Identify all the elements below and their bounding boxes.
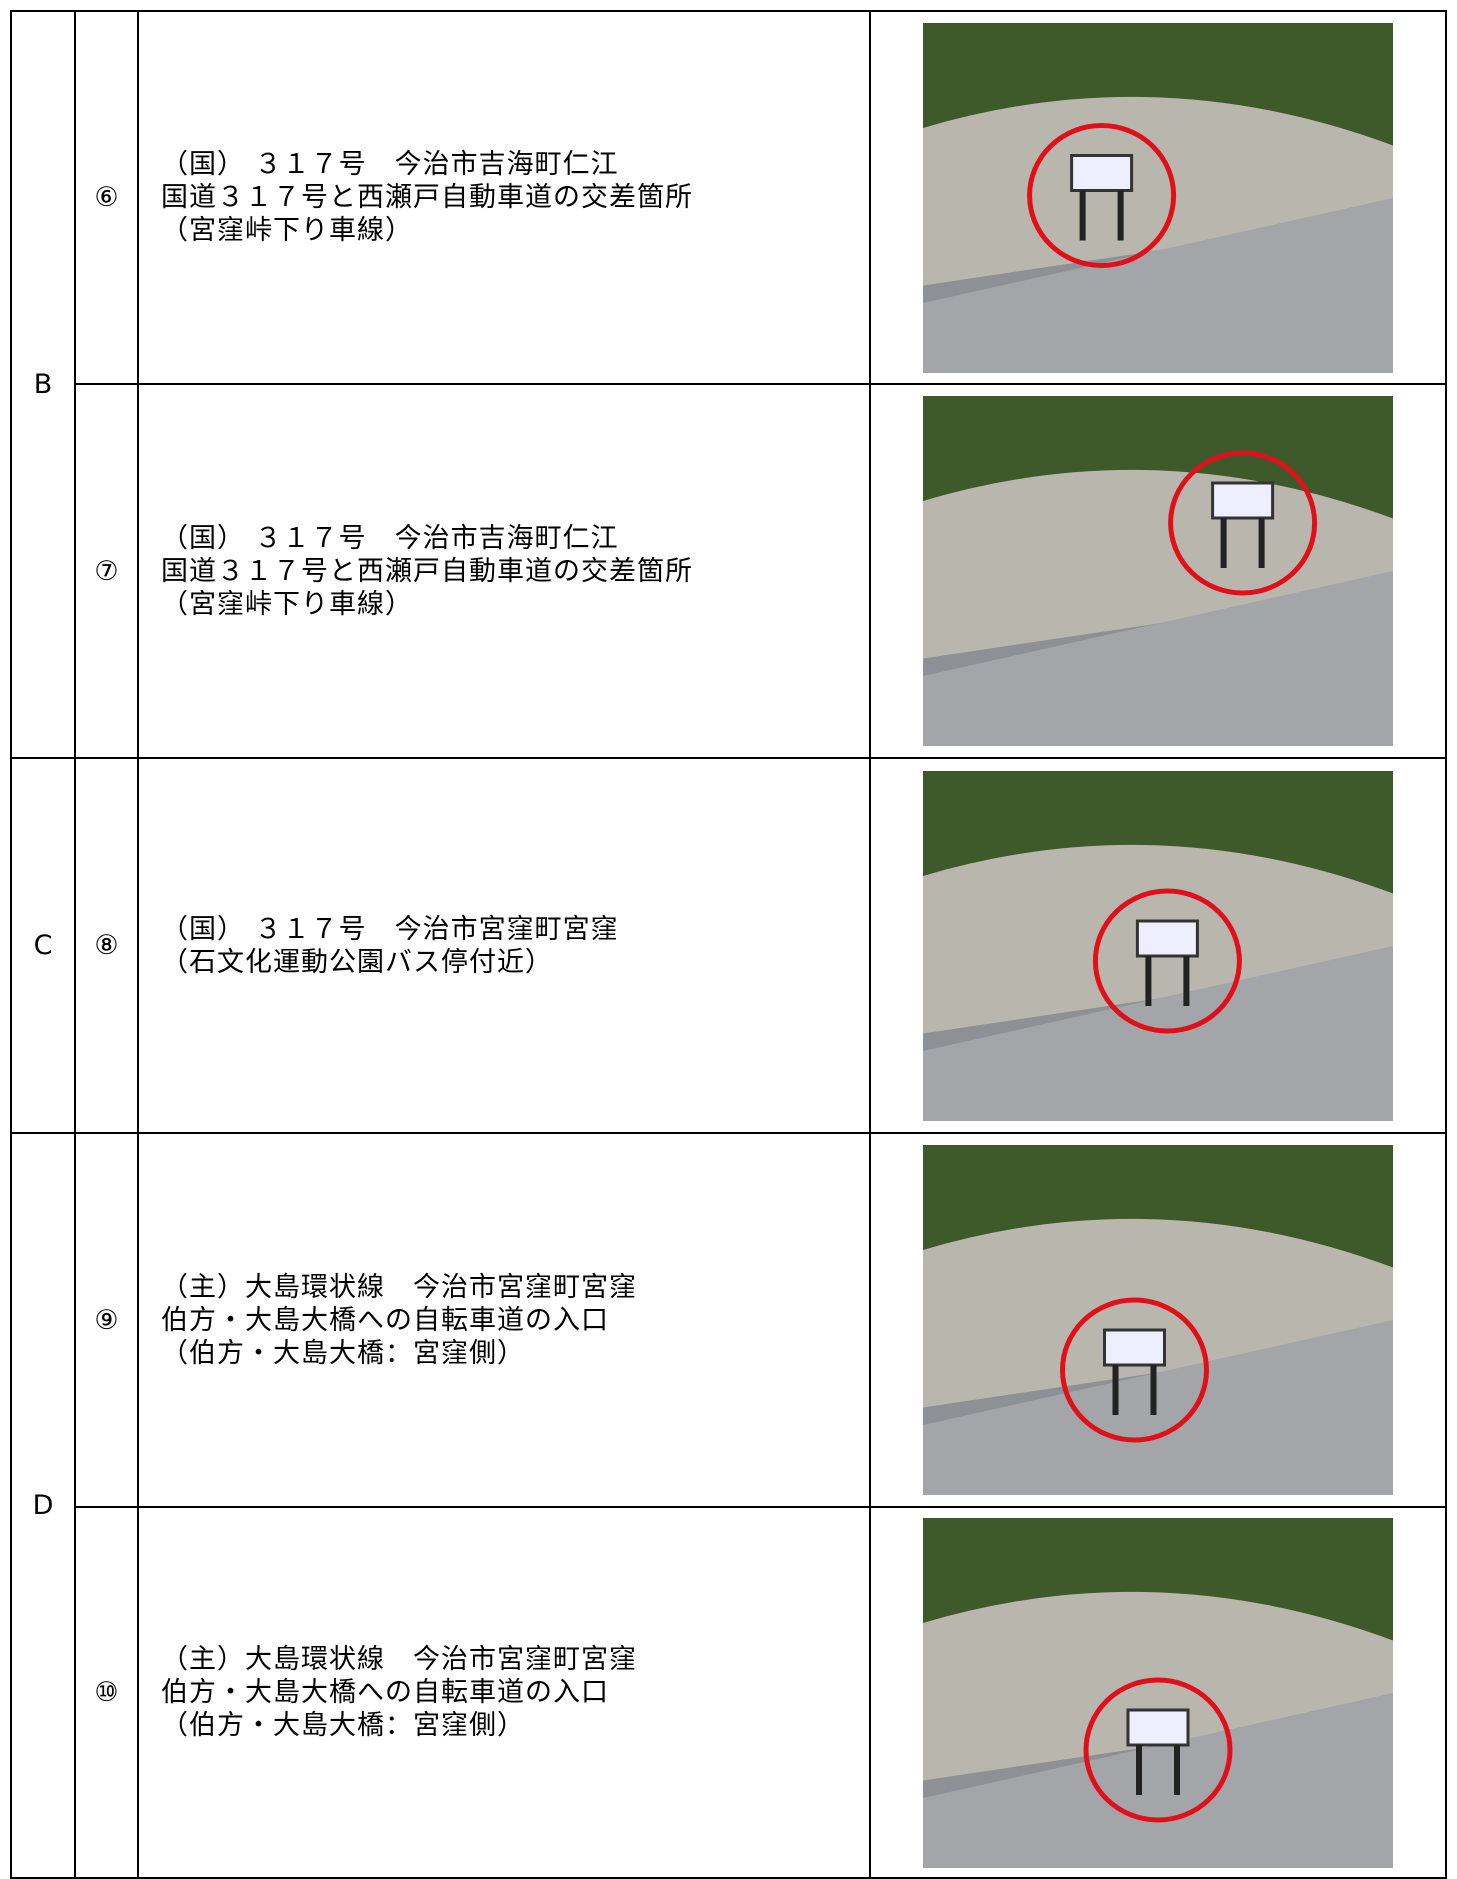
location-line: （宮窪峠下り車線） bbox=[161, 215, 413, 246]
photo bbox=[923, 1145, 1393, 1495]
number-cell: ⑦ bbox=[74, 383, 139, 759]
photo-cell bbox=[869, 383, 1447, 759]
group-label: B bbox=[33, 369, 53, 400]
location-line: （主）大島環状線 今治市宮窪町宮窪 bbox=[161, 1644, 637, 1675]
photo bbox=[923, 396, 1393, 746]
location-line: （国） ３１７号 今治市吉海町仁江 bbox=[161, 522, 619, 554]
location-cell: （国） ３１７号 今治市吉海町仁江 国道３１７号と西瀬戸自動車道の交差箇所 （宮窪峠… bbox=[137, 383, 871, 759]
entry-number: ⑧ bbox=[94, 930, 119, 961]
group-label: C bbox=[33, 930, 53, 961]
entry-number: ⑦ bbox=[94, 555, 119, 587]
location-line: （主）大島環状線 今治市宮窪町宮窪 bbox=[161, 1271, 637, 1303]
location-line: （石文化運動公園バス停付近） bbox=[161, 946, 553, 978]
entry-number: ⑥ bbox=[94, 182, 119, 213]
location-cell: （主）大島環状線 今治市宮窪町宮窪 伯方・大島大橋への自転車道の入口 （伯方・大島大… bbox=[137, 1506, 871, 1879]
group-cell: C bbox=[10, 757, 76, 1134]
location-line: （伯方・大島大橋：宮窪側） bbox=[161, 1710, 525, 1741]
location-line: （宮窪峠下り車線） bbox=[161, 588, 413, 620]
location-line: 国道３１７号と西瀬戸自動車道の交差箇所 bbox=[161, 555, 693, 587]
location-cell: （主）大島環状線 今治市宮窪町宮窪 伯方・大島大橋への自転車道の入口 （伯方・大島大… bbox=[137, 1132, 871, 1508]
photo-cell bbox=[869, 1132, 1447, 1508]
photo-cell bbox=[869, 757, 1447, 1134]
number-cell: ⑧ bbox=[74, 757, 139, 1134]
group-cell: D bbox=[10, 1132, 76, 1879]
location-line: 国道３１７号と西瀬戸自動車道の交差箇所 bbox=[161, 182, 693, 213]
photo-cell bbox=[869, 10, 1447, 385]
location-line: 伯方・大島大橋への自転車道の入口 bbox=[161, 1304, 609, 1336]
location-line: （国） ３１７号 今治市宮窪町宮窪 bbox=[161, 913, 619, 945]
location-line: 伯方・大島大橋への自転車道の入口 bbox=[161, 1677, 609, 1708]
photo-cell bbox=[869, 1506, 1447, 1879]
group-cell: B bbox=[10, 10, 76, 759]
entry-number: ⑩ bbox=[94, 1677, 119, 1708]
location-line: （伯方・大島大橋：宮窪側） bbox=[161, 1337, 525, 1369]
location-cell: （国） ３１７号 今治市宮窪町宮窪 （石文化運動公園バス停付近） bbox=[137, 757, 871, 1134]
number-cell: ⑥ bbox=[74, 10, 139, 385]
group-label: D bbox=[32, 1490, 54, 1521]
photo bbox=[923, 22, 1393, 373]
photo bbox=[923, 770, 1393, 1121]
number-cell: ⑩ bbox=[74, 1506, 139, 1879]
location-cell: （国） ３１７号 今治市吉海町仁江 国道３１７号と西瀬戸自動車道の交差箇所 （宮窪峠… bbox=[137, 10, 871, 385]
photo bbox=[923, 1517, 1393, 1868]
location-line: （国） ３１７号 今治市吉海町仁江 bbox=[161, 149, 619, 180]
entry-number: ⑨ bbox=[94, 1304, 119, 1336]
number-cell: ⑨ bbox=[74, 1132, 139, 1508]
